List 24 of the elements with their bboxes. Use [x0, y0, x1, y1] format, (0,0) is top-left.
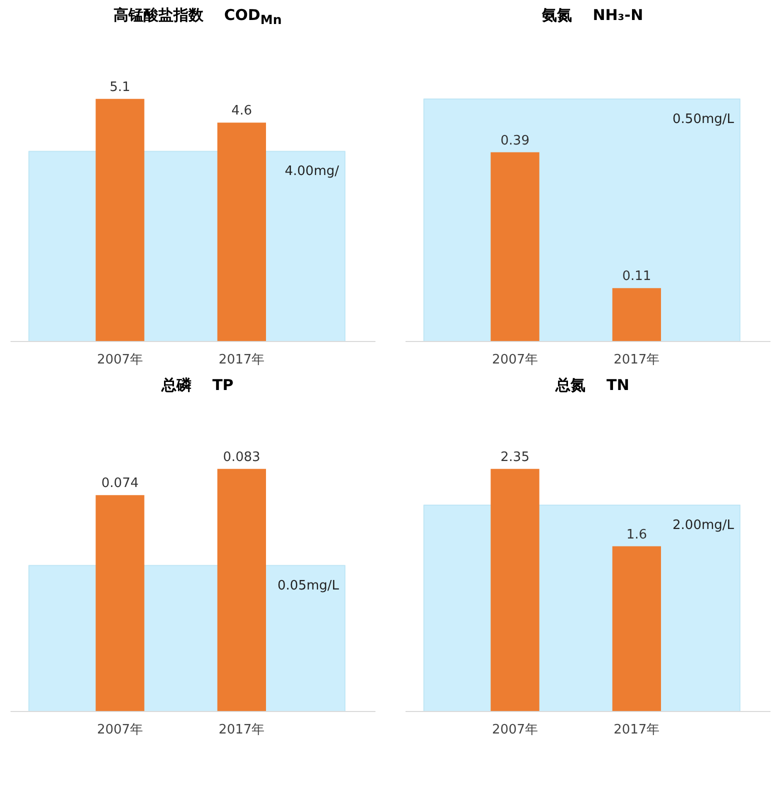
data-label: 1.6 [626, 527, 648, 542]
x-tick-label: 2007年 [96, 352, 144, 368]
data-label: 0.074 [101, 476, 139, 492]
x-tick-label: 2007年 [492, 722, 538, 738]
x-tick-label: 2007年 [96, 722, 144, 738]
data-label: 2.35 [500, 450, 530, 465]
band-label: 4.00mg/ [284, 164, 340, 180]
data-label: 4.6 [231, 104, 252, 119]
x-tick-label: 2017年 [218, 722, 265, 738]
x-tick-label: 2017年 [614, 352, 660, 368]
x-tick-label: 2017年 [218, 352, 265, 368]
band-label: 2.00mg/L [672, 518, 735, 534]
data-label: 0.11 [622, 269, 652, 284]
data-label: 5.1 [110, 80, 130, 95]
chart-title: 氨氮 NH₃-N [540, 5, 644, 26]
x-tick-label: 2007年 [492, 352, 538, 368]
x-tick-label: 2017年 [614, 722, 660, 738]
chart-title: 总磷 TP [160, 375, 235, 396]
data-label: 0.083 [223, 450, 260, 465]
chart-title: 高锰酸盐指数 COD$_{Mn}$ [112, 5, 283, 29]
chart-title: 总氮 TN [554, 375, 630, 396]
band-label: 0.50mg/L [672, 112, 735, 127]
band-label: 0.05mg/L [278, 578, 340, 594]
data-label: 0.39 [500, 133, 530, 148]
